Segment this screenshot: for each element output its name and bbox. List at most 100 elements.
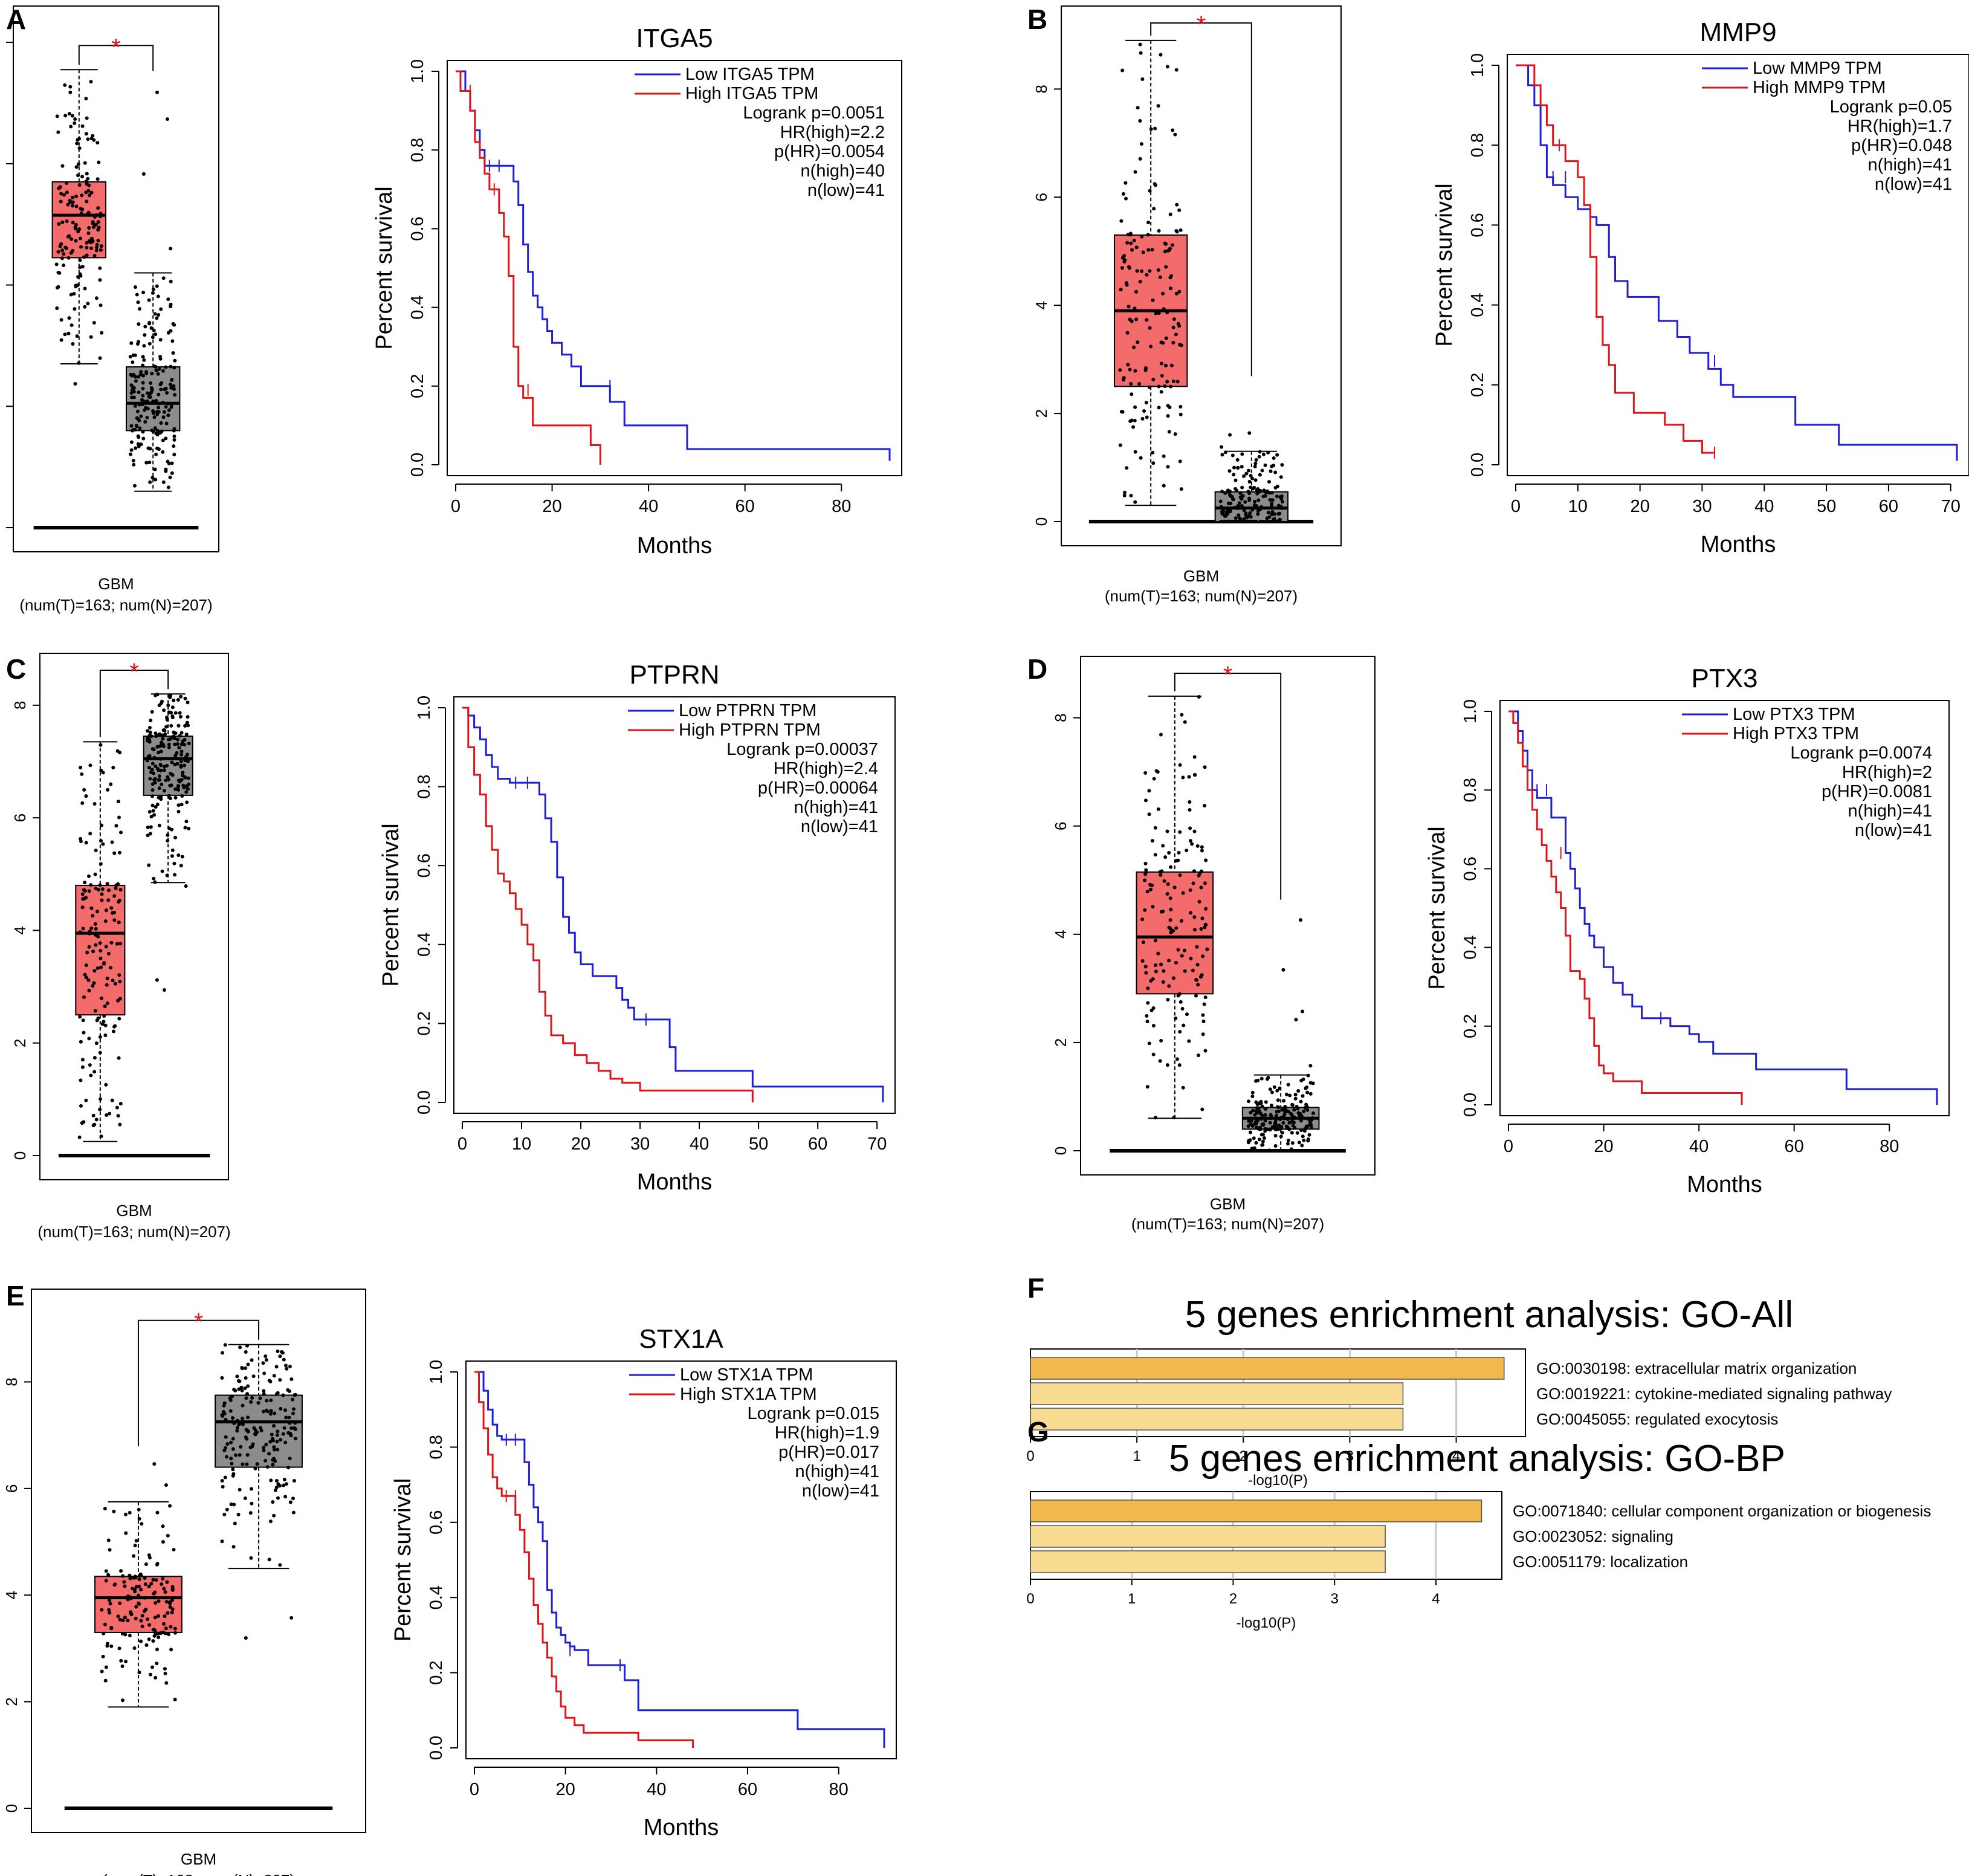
data-point	[1226, 501, 1230, 505]
data-point	[165, 1580, 169, 1584]
data-point	[1199, 885, 1203, 890]
data-point	[179, 803, 184, 807]
data-point	[92, 1122, 97, 1127]
data-point	[139, 1588, 143, 1592]
data-point	[1171, 325, 1175, 329]
data-point	[112, 1024, 117, 1029]
data-point	[113, 982, 117, 986]
data-point	[1134, 245, 1139, 250]
data-point	[155, 1562, 160, 1566]
data-point	[1270, 1125, 1275, 1130]
data-point	[1164, 265, 1168, 269]
data-point	[1129, 382, 1133, 386]
data-point	[157, 774, 161, 778]
data-point	[79, 1104, 83, 1108]
data-point	[170, 1607, 175, 1611]
y-tick-label: 4	[0, 280, 2, 289]
data-point	[80, 1058, 85, 1062]
data-point	[75, 141, 79, 146]
data-point	[137, 322, 141, 326]
data-point	[1128, 231, 1133, 236]
data-point	[261, 1361, 265, 1365]
data-point	[173, 1626, 177, 1631]
data-point	[239, 1420, 243, 1425]
data-point	[276, 1482, 280, 1486]
data-point	[1192, 869, 1196, 873]
data-point	[160, 743, 164, 747]
data-point	[1221, 508, 1225, 513]
data-point	[54, 262, 59, 267]
data-point	[143, 1596, 147, 1600]
x-axis-label: Months	[1687, 1172, 1762, 1197]
x-tick-label: 60	[736, 497, 755, 516]
data-point	[1169, 384, 1173, 389]
data-point	[83, 972, 87, 977]
data-point	[262, 1446, 266, 1450]
data-point	[1162, 307, 1166, 311]
data-point	[60, 220, 65, 224]
data-point	[136, 434, 140, 438]
data-point	[1122, 259, 1127, 264]
data-point	[1280, 1131, 1284, 1135]
data-point	[1308, 1117, 1312, 1121]
data-point	[230, 1394, 234, 1399]
data-point	[244, 1376, 248, 1380]
y-tick-label: 0.8	[1468, 133, 1487, 157]
data-point	[1159, 390, 1163, 394]
data-point	[1300, 1143, 1304, 1148]
data-point	[157, 1635, 161, 1640]
data-point	[111, 978, 115, 983]
data-point	[71, 248, 75, 253]
data-point	[162, 988, 166, 992]
data-point	[1153, 826, 1157, 830]
data-point	[104, 1579, 108, 1583]
data-point	[1180, 713, 1184, 717]
data-point	[1232, 465, 1237, 470]
data-point	[109, 906, 114, 910]
data-point	[1261, 520, 1266, 523]
data-point	[237, 1387, 241, 1391]
data-point	[1301, 1009, 1305, 1014]
data-point	[98, 1050, 102, 1055]
data-point	[1252, 485, 1256, 490]
data-point	[172, 366, 176, 370]
data-point	[1126, 363, 1130, 367]
data-point	[1129, 241, 1133, 245]
data-point	[175, 742, 179, 746]
data-point	[115, 749, 120, 753]
data-point	[99, 303, 103, 308]
data-point	[159, 307, 163, 311]
data-point	[151, 287, 155, 291]
data-point	[1253, 1120, 1258, 1124]
data-point	[155, 978, 159, 982]
data-point	[118, 888, 123, 892]
data-point	[168, 383, 172, 387]
data-point	[1147, 1041, 1151, 1046]
data-point	[141, 393, 145, 398]
data-point	[179, 759, 183, 763]
data-point	[100, 331, 104, 335]
data-point	[86, 231, 91, 235]
data-point	[147, 810, 152, 814]
data-point	[165, 390, 169, 395]
data-point	[246, 1384, 250, 1388]
data-point	[280, 1350, 284, 1354]
y-tick-label: 0.6	[427, 1510, 446, 1535]
data-point	[259, 1426, 263, 1430]
data-point	[117, 973, 121, 977]
plot-frame	[13, 5, 219, 552]
data-point	[92, 254, 97, 258]
data-point	[1299, 1099, 1303, 1104]
data-point	[176, 803, 181, 807]
data-point	[163, 387, 167, 392]
data-point	[1203, 995, 1208, 1000]
data-point	[163, 765, 167, 769]
data-point	[1228, 433, 1232, 437]
data-point	[86, 978, 91, 982]
data-point	[118, 1601, 122, 1605]
data-point	[1149, 344, 1153, 349]
data-point	[1250, 1090, 1255, 1095]
